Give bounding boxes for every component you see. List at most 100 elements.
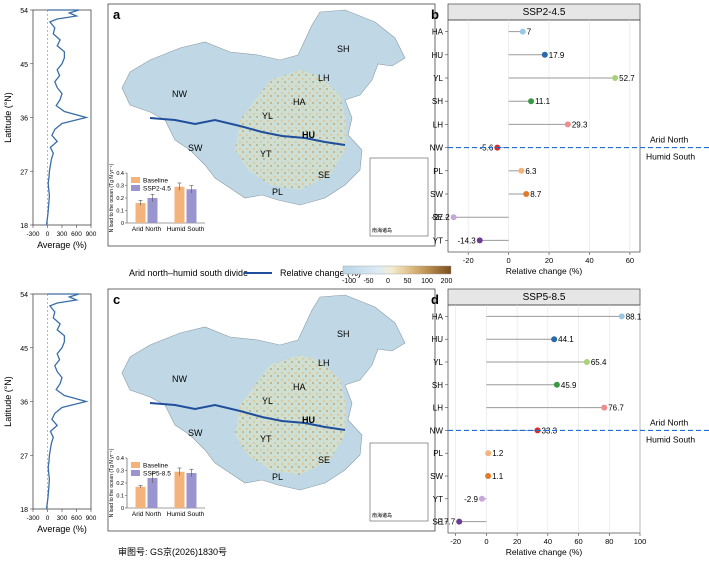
x-tick-label: 60 [574,537,582,546]
region-tick-label: HA [432,312,444,321]
arid-north-annotation: Arid North [650,135,689,145]
region-label-yt: YT [260,149,272,159]
bar [174,471,185,508]
x-tick-label: 300 [57,515,68,522]
colorscale-tick: 200 [441,278,453,285]
bar [135,203,146,223]
y-tick-label: 45 [20,62,28,69]
panel-label-a: a [113,7,121,22]
region-tick-label: PL [433,167,443,176]
bar [147,478,158,508]
lollipop-point [523,191,530,197]
bar-legend-label: SSP2-4.5 [143,186,171,193]
x-tick-label: 40 [544,537,552,546]
south-sea-inset [369,157,429,237]
arid-humid-divide-line [149,117,346,146]
region-label-sh: SH [337,44,350,54]
panel-label-b: b [431,7,439,22]
x-tick-label: 80 [605,537,613,546]
panel-label-d: d [431,292,439,307]
bar-category-label: Arid North [132,511,162,518]
bar-y-tick-label: 0.1 [116,494,124,500]
value-label: 6.3 [525,167,537,176]
y-tick-label: 18 [20,507,28,514]
region-label-sh: SH [337,329,350,339]
value-label: -5.6 [480,144,494,153]
region-tick-label: YL [433,358,443,367]
bar-legend-label: Baseline [143,463,168,470]
region-tick-label: HU [431,51,443,60]
bar [147,198,158,223]
x-tick-label: 0 [484,537,488,546]
region-label-lh: LH [318,358,330,368]
lollipop-point [541,51,548,58]
region-label-yl: YL [262,111,273,121]
map-frame [107,3,436,247]
profile-frame [32,9,92,226]
region-label-pl: PL [272,187,283,197]
value-label: 11.1 [535,97,551,106]
bar-legend-label: Baseline [143,178,168,185]
value-label: 76.7 [608,404,624,413]
region-label-yl: YL [262,396,273,406]
x-tick-label: 300 [57,231,68,238]
value-label: 52.7 [619,74,635,83]
bar-legend-label: SSP5-8.5 [143,471,171,478]
lollipop-point [618,313,625,320]
arid-humid-divide-line [149,402,346,431]
region-label-nw: NW [172,374,187,384]
x-tick-label: 0 [507,256,511,265]
colorscale-tick: -100 [342,278,356,285]
region-tick-label: PL [433,449,443,458]
colorscale-tick: 100 [421,278,433,285]
bar [174,186,185,223]
value-label: -17.7 [437,518,456,527]
bar [186,473,197,508]
value-label: 45.9 [561,381,577,390]
lollipop-point [478,495,485,502]
map-panel-a: a NW SH LH HA YL HU SW YT SE PL 南海诸岛 [107,3,436,247]
region-tick-label: SW [430,472,443,481]
bar-legend-swatch [131,462,140,468]
bar-legend-swatch [131,470,140,476]
y-tick-label: 54 [20,292,28,299]
lollipop-title: SSP5-8.5 [523,292,566,303]
region-tick-label: NW [430,144,444,153]
x-tick-label: -20 [450,537,461,546]
y-axis-title: Latitude (°N) [3,376,13,427]
bar-category-label: Arid North [132,226,162,233]
bar-y-tick-label: 0.3 [116,184,124,190]
value-label: 7 [527,28,532,37]
x-tick-label: 900 [86,231,97,238]
region-tick-label: LH [433,120,443,129]
lollipop-point [551,336,558,343]
profile-line [45,9,89,226]
x-axis-title: Relative change (%) [506,547,583,557]
lollipop-title: SSP2-4.5 [523,7,566,18]
legend-row: Arid north–humid south divide Relative c… [129,265,453,285]
region-label-se: SE [318,170,330,180]
panel-label-c: c [113,292,120,307]
lollipop-point [519,28,526,35]
china-speckled-east [235,70,346,190]
region-tick-label: NW [430,426,444,435]
region-tick-label: SH [432,381,443,390]
region-label-se: SE [318,455,330,465]
value-label: 1.2 [492,449,504,458]
x-axis-title: Average (%) [37,240,87,250]
value-label: 88.1 [626,312,642,321]
value-label: 8.7 [530,190,542,199]
lollipop-point [564,121,571,128]
region-tick-label: YT [433,495,443,504]
bar-y-tick-label: 0.3 [116,469,124,475]
region-label-ha: HA [293,97,306,107]
value-label: -2.9 [464,495,478,504]
bar-y-axis-title: N load to the ocean (Tg N yr⁻¹) [109,163,115,232]
bar-inset-a: 0 0.1 0.2 0.3 0.4N load to the ocean (Tg N y… [109,163,205,233]
y-tick-label: 18 [20,223,28,230]
x-tick-label: 0 [46,231,50,238]
colorscale-tick: -50 [363,278,373,285]
x-tick-label: 60 [626,256,634,265]
colorscale-tick: 0 [386,278,390,285]
